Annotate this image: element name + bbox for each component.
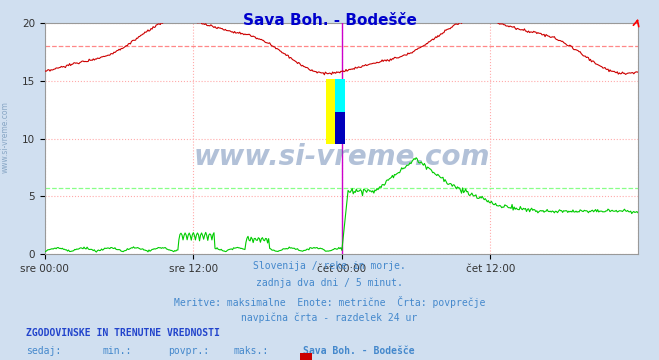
Text: Meritve: maksimalne  Enote: metrične  Črta: povprečje: Meritve: maksimalne Enote: metrične Črta… [174, 296, 485, 307]
Text: Slovenija / reke in morje.: Slovenija / reke in morje. [253, 261, 406, 271]
Text: Sava Boh. - Bodešče: Sava Boh. - Bodešče [243, 13, 416, 28]
Text: min.:: min.: [102, 346, 132, 356]
Text: zadnja dva dni / 5 minut.: zadnja dva dni / 5 minut. [256, 278, 403, 288]
Text: navpična črta - razdelek 24 ur: navpična črta - razdelek 24 ur [241, 313, 418, 323]
Text: sedaj:: sedaj: [26, 346, 61, 356]
Text: Sava Boh. - Bodešče: Sava Boh. - Bodešče [303, 346, 415, 356]
Text: www.si-vreme.com: www.si-vreme.com [1, 101, 10, 173]
Text: ZGODOVINSKE IN TRENUTNE VREDNOSTI: ZGODOVINSKE IN TRENUTNE VREDNOSTI [26, 328, 220, 338]
Bar [335, 79, 345, 112]
Bar [335, 112, 345, 144]
Text: www.si-vreme.com: www.si-vreme.com [193, 143, 490, 171]
Bar [326, 79, 335, 144]
Text: maks.:: maks.: [234, 346, 269, 356]
Text: povpr.:: povpr.: [168, 346, 209, 356]
